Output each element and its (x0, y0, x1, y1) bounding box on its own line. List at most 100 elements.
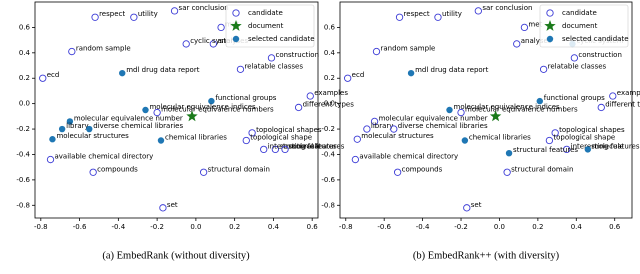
candidate-marker (457, 108, 465, 117)
y-tick-label: 0.2 (19, 74, 30, 82)
selected-marker (86, 125, 93, 133)
point-label: diverse chemical libraries (398, 122, 488, 130)
candidate-marker (294, 103, 303, 112)
document-marker (489, 110, 502, 122)
point-label: construction (578, 51, 622, 59)
point-label: respect (404, 10, 430, 18)
y-tick-label: 0.6 (19, 23, 31, 31)
plot-frame (34, 1, 319, 219)
y-tick-label: 0.0 (324, 100, 335, 108)
y-tick-label: -0.6 (321, 176, 335, 184)
x-tick-label: -0.6 (73, 223, 87, 231)
point-label: compounds (402, 165, 443, 173)
candidate-marker (351, 155, 360, 164)
selected-marker (66, 118, 74, 125)
point-label: cyclic system (190, 37, 237, 45)
y-tick-label: 0.6 (324, 23, 336, 31)
selected-marker (446, 106, 453, 114)
point-label: available chemical directory (359, 153, 458, 161)
candidate-marker (236, 65, 245, 73)
candidate-marker (242, 136, 250, 145)
x-tick-label: 0.4 (571, 223, 583, 231)
point-label: ecd (352, 71, 365, 79)
point-label: utility (442, 10, 462, 18)
candidate-marker (503, 168, 511, 176)
point-label: chemical libraries (165, 133, 227, 141)
point-label: molecular equivalence numbers (465, 106, 578, 114)
candidate-marker (597, 103, 605, 112)
x-tick-label: 0.0 (190, 223, 201, 231)
point-label: molecule (289, 142, 321, 150)
y-tick-label: 0.4 (324, 49, 336, 57)
selected-marker (58, 125, 66, 133)
candidate-marker (370, 117, 379, 126)
candidate-marker (520, 23, 529, 32)
candidate-marker (89, 168, 97, 176)
y-tick-label: 0.4 (19, 49, 31, 57)
candidate-marker (199, 168, 208, 176)
point-label: molecular equivalence number (74, 114, 183, 122)
legend-box (539, 4, 629, 48)
candidate-marker (570, 54, 579, 62)
y-tick-label: -0.8 (321, 201, 335, 209)
point-label: molecular equivalence indices (454, 103, 561, 111)
point-label: functional groups (544, 94, 605, 102)
candidate-marker (353, 135, 361, 143)
candidate-marker (463, 204, 471, 212)
point-label: interesting features (571, 142, 640, 150)
legend-marker (230, 20, 242, 31)
candidate-marker (209, 40, 217, 48)
legend-marker (544, 20, 556, 31)
point-label: structural features (279, 142, 344, 150)
selected-marker (142, 106, 149, 114)
point-label: molecular equivalence number (379, 114, 488, 122)
selected-marker (536, 97, 543, 105)
x-tick-label: 0.6 (307, 223, 319, 231)
point-label: library (66, 122, 89, 130)
y-tick-label: -0.6 (16, 176, 30, 184)
selected-marker (505, 150, 513, 157)
candidate-marker (267, 54, 276, 62)
point-label: different types (303, 100, 355, 108)
point-label: examples (314, 89, 348, 97)
candidate-marker (271, 145, 280, 154)
point-label: molecular equivalence numbers (161, 106, 274, 114)
point-label: topological shapes (256, 126, 322, 134)
legend-marker (232, 9, 240, 17)
point-label: relatable classes (244, 62, 303, 70)
selected-marker (157, 137, 165, 144)
candidate-marker (182, 40, 190, 48)
y-tick-label: -0.4 (16, 150, 30, 158)
candidate-marker (159, 204, 167, 212)
point-label: chemical libraries (469, 133, 531, 141)
candidate-marker (281, 145, 289, 154)
plot-frame (339, 1, 633, 219)
point-label: random sample (381, 45, 436, 53)
point-label: examples (617, 89, 640, 97)
x-tick-label: 0.2 (229, 223, 240, 231)
point-label: structural features (513, 146, 578, 154)
legend-label: document (248, 22, 284, 30)
point-label: construction (275, 51, 319, 59)
point-label: compounds (97, 165, 138, 173)
point-label: analyses (521, 37, 552, 45)
point-label: available chemical directory (55, 153, 154, 161)
x-tick-label: 0.2 (532, 223, 543, 231)
point-label: sar conclusion (482, 4, 532, 12)
x-tick-label: -0.4 (112, 223, 126, 231)
candidate-marker (130, 13, 138, 21)
y-tick-label: -0.2 (16, 125, 30, 133)
point-label: ecd (47, 71, 60, 79)
x-tick-label: -0.2 (150, 223, 164, 231)
point-label: sar conclusion (179, 4, 229, 12)
selected-marker (49, 136, 56, 143)
point-label: structural domain (208, 165, 270, 173)
candidate-marker (344, 74, 352, 82)
point-label: topological shape (553, 133, 615, 141)
selected-marker (119, 69, 126, 77)
plot: -0.8 -0.6 -0.4 -0.2 0.0 0.2 0.4 0.6 -0.8 -0.6 -0.4… (321, 1, 640, 231)
legend-label: selected candidate (562, 35, 629, 43)
y-tick-label: -0.4 (321, 150, 335, 158)
legend-label: document (562, 22, 598, 30)
